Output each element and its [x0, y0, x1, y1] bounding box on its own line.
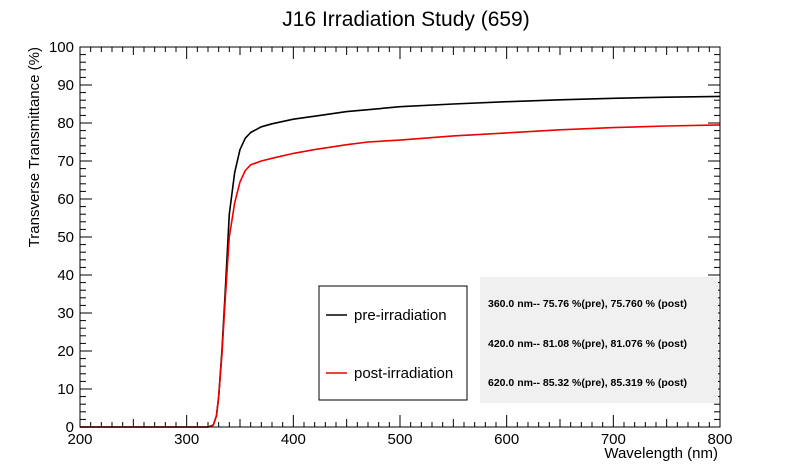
annotation-text-2: 420.0 nm-- 81.08 %(pre), 81.076 % (post) — [488, 338, 687, 350]
chart-title: J16 Irradiation Study (659) — [282, 8, 529, 31]
y-tick-label: 50 — [57, 229, 74, 246]
annotation-text-3: 620.0 nm-- 85.32 %(pre), 85.319 % (post) — [488, 377, 687, 389]
tick-labels-layer: 200 300 400 500 600 700 800 0 10 20 30 40 50 60 70 80 90… — [49, 39, 733, 448]
y-tick-label: 10 — [57, 381, 74, 398]
annotation-background — [480, 277, 718, 403]
y-tick-label: 60 — [57, 191, 74, 208]
x-tick-label: 600 — [494, 431, 519, 448]
x-tick-label: 200 — [67, 431, 92, 448]
series-line-post-irradiation — [80, 124, 721, 428]
annotation-text-1: 360.0 nm-- 75.76 %(pre), 75.760 % (post) — [488, 298, 687, 310]
legend-box — [318, 285, 468, 401]
legend-label-pre: pre-irradiation — [354, 307, 447, 324]
y-tick-label: 80 — [57, 115, 74, 132]
ticks-layer — [79, 46, 721, 428]
y-tick-label: 100 — [49, 39, 74, 56]
x-tick-label: 300 — [174, 431, 199, 448]
x-tick-label: 800 — [707, 431, 732, 448]
y-axis-label: Transverse Transmittance (%) — [26, 47, 43, 247]
annotation-box: 360.0 nm-- 75.76 %(pre), 75.760 % (post)… — [480, 277, 718, 403]
y-tick-label: 20 — [57, 343, 74, 360]
y-tick-label: 30 — [57, 305, 74, 322]
series-layer — [80, 95, 721, 428]
x-tick-label: 700 — [601, 431, 626, 448]
y-tick-label: 70 — [57, 153, 74, 170]
y-tick-label: 90 — [57, 77, 74, 94]
y-tick-label: 0 — [66, 419, 74, 436]
x-tick-label: 500 — [387, 431, 412, 448]
x-axis-label: Wavelength (nm) — [604, 445, 718, 462]
x-tick-label: 400 — [281, 431, 306, 448]
y-tick-label: 40 — [57, 267, 74, 284]
legend-label-post: post-irradiation — [354, 365, 453, 382]
legend: pre-irradiation post-irradiation — [318, 285, 468, 401]
